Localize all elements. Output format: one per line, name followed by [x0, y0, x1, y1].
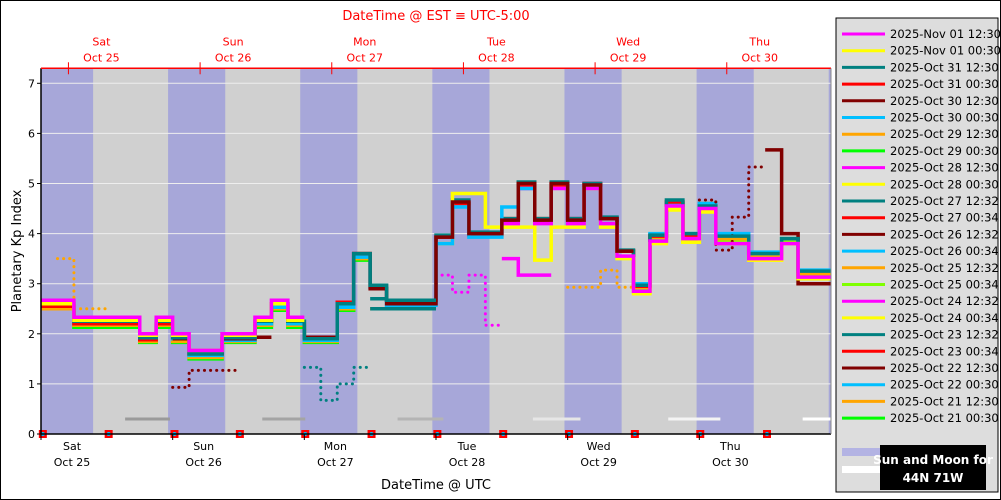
x-axis-title: DateTime @ UTC — [381, 478, 491, 493]
x-tick-date: Oct 26 — [185, 456, 222, 469]
night-band — [300, 68, 358, 435]
top-tick-day: Mon — [353, 35, 376, 48]
legend-label: 2025-Nov 01 00:30 — [890, 44, 1001, 58]
night-band — [564, 68, 622, 435]
top-tick-day: Wed — [616, 35, 640, 48]
series-line — [566, 268, 635, 289]
legend-label: 2025-Oct 30 12:30 — [890, 94, 999, 108]
top-tick-day: Tue — [486, 35, 506, 48]
series-line — [41, 298, 305, 353]
night-band — [432, 68, 490, 435]
top-tick-day: Sun — [223, 35, 244, 48]
x-tick-date: Oct 27 — [317, 456, 354, 469]
plot-area: 0 1 2 3 4 5 6 7 Sat Oct 25 Sun Oct 26 Mon Oct 27 Tue Oc… — [28, 35, 832, 469]
legend: 2025-Nov 01 12:30 2025-Nov 01 00:30 2025-O… — [835, 17, 1001, 493]
legend-box — [835, 17, 999, 493]
x-tick-date: Oct 29 — [580, 456, 617, 469]
x-tick-day: Sat — [63, 440, 82, 453]
top-tick-date: Oct 28 — [478, 51, 515, 64]
sun-moon-label: Sun and Moon for — [873, 453, 993, 467]
top-tick-date: Oct 26 — [215, 51, 252, 64]
night-band — [168, 68, 226, 435]
series-line — [302, 365, 372, 402]
top-tick-date: Oct 27 — [347, 51, 384, 64]
night-band — [41, 68, 94, 435]
legend-label: 2025-Oct 23 12:32 — [890, 328, 999, 342]
legend-label: 2025-Oct 26 00:34 — [890, 244, 999, 258]
y-tick-label: 3 — [28, 278, 35, 291]
y-tick-label: 2 — [28, 328, 35, 341]
legend-label: 2025-Oct 31 12:30 — [890, 60, 999, 74]
legend-label: 2025-Oct 24 12:32 — [890, 294, 999, 308]
x-tick-day: Tue — [457, 440, 477, 453]
y-axis-title: Planetary Kp Index — [10, 189, 25, 312]
legend-label: 2025-Oct 30 00:30 — [890, 111, 999, 125]
legend-label: 2025-Oct 29 12:30 — [890, 127, 999, 141]
legend-label: 2025-Oct 25 00:34 — [890, 278, 999, 292]
y-tick-label: 5 — [28, 178, 35, 191]
top-tick-day: Thu — [748, 35, 770, 48]
x-tick-day: Mon — [324, 440, 347, 453]
legend-label: 2025-Oct 26 12:32 — [890, 227, 999, 241]
legend-label: 2025-Oct 28 00:30 — [890, 177, 999, 191]
legend-label: 2025-Oct 25 12:32 — [890, 261, 999, 275]
series-line — [765, 148, 831, 286]
top-axis-title: DateTime @ EST ≡ UTC-5:00 — [342, 9, 529, 24]
y-tick-label: 1 — [28, 378, 35, 391]
top-tick-day: Sat — [92, 35, 111, 48]
night-band — [696, 68, 754, 435]
series-line — [501, 256, 552, 277]
legend-label: 2025-Oct 23 00:34 — [890, 344, 999, 358]
y-tick-label: 4 — [28, 228, 35, 241]
x-tick-day: Sun — [193, 440, 214, 453]
legend-label: 2025-Oct 21 12:30 — [890, 394, 999, 408]
location-label: 44N 71W — [903, 471, 964, 485]
legend-label: 2025-Oct 31 00:30 — [890, 77, 999, 91]
sun-legend-swatch — [842, 448, 882, 456]
legend-label: 2025-Oct 24 00:34 — [890, 311, 999, 325]
legend-label: 2025-Oct 27 00:34 — [890, 211, 999, 225]
legend-label: 2025-Nov 01 12:30 — [890, 27, 1001, 41]
night-band — [828, 68, 831, 435]
legend-label: 2025-Oct 29 00:30 — [890, 144, 999, 158]
top-tick-date: Oct 30 — [742, 51, 779, 64]
top-tick-date: Oct 29 — [610, 51, 647, 64]
x-tick-day: Thu — [719, 440, 741, 453]
series-line — [171, 368, 240, 389]
top-tick-date: Oct 25 — [83, 51, 120, 64]
y-tick-label: 0 — [28, 428, 35, 441]
x-tick-date: Oct 30 — [712, 456, 749, 469]
legend-label: 2025-Oct 21 00:30 — [890, 411, 999, 425]
x-tick-date: Oct 25 — [54, 456, 91, 469]
y-tick-label: 7 — [28, 77, 35, 90]
legend-label: 2025-Oct 22 00:30 — [890, 378, 999, 392]
series-line — [434, 273, 504, 327]
sun-moon-location-box — [880, 445, 986, 490]
moon-legend-swatch — [842, 466, 882, 473]
legend-label: 2025-Oct 22 12:30 — [890, 361, 999, 375]
legend-label: 2025-Oct 27 12:32 — [890, 194, 999, 208]
x-tick-date: Oct 28 — [449, 456, 486, 469]
legend-label: 2025-Oct 28 12:30 — [890, 161, 999, 175]
x-tick-day: Wed — [587, 440, 611, 453]
y-tick-label: 6 — [28, 127, 35, 140]
